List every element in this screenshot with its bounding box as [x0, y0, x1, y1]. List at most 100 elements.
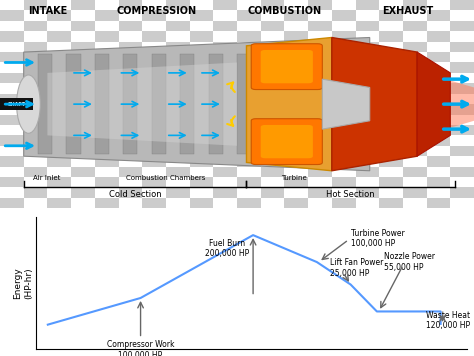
Bar	[427, 62, 450, 73]
Bar	[379, 125, 403, 135]
Bar	[261, 177, 284, 188]
Bar	[71, 146, 95, 156]
Bar	[190, 125, 213, 135]
Bar	[118, 198, 142, 208]
Bar	[261, 187, 284, 198]
Bar	[118, 73, 142, 83]
Bar	[95, 104, 118, 115]
Bar	[95, 125, 118, 135]
Bar	[24, 156, 47, 167]
Bar	[190, 73, 213, 83]
Bar	[237, 21, 261, 31]
Bar	[308, 62, 332, 73]
Bar	[166, 135, 190, 146]
Bar	[0, 73, 24, 83]
Bar	[166, 156, 190, 167]
Bar	[450, 125, 474, 135]
Bar	[142, 10, 166, 21]
Bar	[24, 104, 47, 115]
Bar	[213, 187, 237, 198]
Bar	[356, 0, 379, 10]
Polygon shape	[47, 63, 237, 146]
Bar	[0, 83, 24, 94]
Bar	[71, 52, 95, 63]
Bar	[71, 21, 95, 31]
Bar	[0, 146, 24, 156]
Bar	[213, 0, 237, 10]
Bar	[450, 198, 474, 208]
Bar	[209, 54, 223, 154]
Bar	[237, 31, 261, 42]
Bar	[237, 73, 261, 83]
Bar	[142, 187, 166, 198]
Bar	[356, 104, 379, 115]
Ellipse shape	[17, 75, 40, 133]
Bar	[47, 115, 71, 125]
Bar	[190, 42, 213, 52]
Bar	[308, 31, 332, 42]
Bar	[284, 135, 308, 146]
Bar	[142, 42, 166, 52]
Bar	[118, 83, 142, 94]
Bar	[356, 31, 379, 42]
Bar	[237, 42, 261, 52]
Bar	[24, 31, 47, 42]
Bar	[261, 62, 284, 73]
Bar	[71, 73, 95, 83]
Bar	[237, 83, 261, 94]
Bar	[95, 10, 118, 21]
Bar	[403, 21, 427, 31]
Bar	[166, 125, 190, 135]
Bar	[403, 31, 427, 42]
Bar	[379, 198, 403, 208]
Bar	[166, 42, 190, 52]
Bar	[356, 198, 379, 208]
Bar	[47, 125, 71, 135]
Bar	[190, 156, 213, 167]
Bar	[142, 115, 166, 125]
Polygon shape	[246, 37, 332, 171]
Bar	[166, 83, 190, 94]
Bar	[427, 135, 450, 146]
Bar	[213, 94, 237, 104]
Bar	[190, 104, 213, 115]
Bar	[118, 146, 142, 156]
Bar	[213, 42, 237, 52]
Bar	[332, 156, 356, 167]
Bar	[118, 135, 142, 146]
Bar	[71, 42, 95, 52]
Bar	[47, 0, 71, 10]
Bar	[403, 62, 427, 73]
Bar	[308, 10, 332, 21]
Bar	[450, 0, 474, 10]
Bar	[308, 0, 332, 10]
Bar	[71, 198, 95, 208]
Bar	[332, 52, 356, 63]
Bar	[213, 135, 237, 146]
Bar	[356, 135, 379, 146]
Bar	[450, 52, 474, 63]
Bar	[24, 0, 47, 10]
Text: Fuel Burn
200,000 HP: Fuel Burn 200,000 HP	[205, 239, 249, 258]
Bar	[332, 31, 356, 42]
Bar	[284, 21, 308, 31]
Bar	[0, 198, 24, 208]
Bar	[71, 62, 95, 73]
Bar	[0, 52, 24, 63]
Bar	[261, 115, 284, 125]
Bar	[450, 10, 474, 21]
Bar	[403, 94, 427, 104]
Bar	[379, 21, 403, 31]
Bar	[142, 156, 166, 167]
Bar	[47, 62, 71, 73]
Bar	[142, 104, 166, 115]
Bar	[142, 125, 166, 135]
Bar	[118, 10, 142, 21]
Bar	[379, 31, 403, 42]
Bar	[213, 62, 237, 73]
Bar	[261, 156, 284, 167]
Bar	[332, 104, 356, 115]
Bar	[261, 146, 284, 156]
Bar	[95, 62, 118, 73]
Bar	[118, 31, 142, 42]
